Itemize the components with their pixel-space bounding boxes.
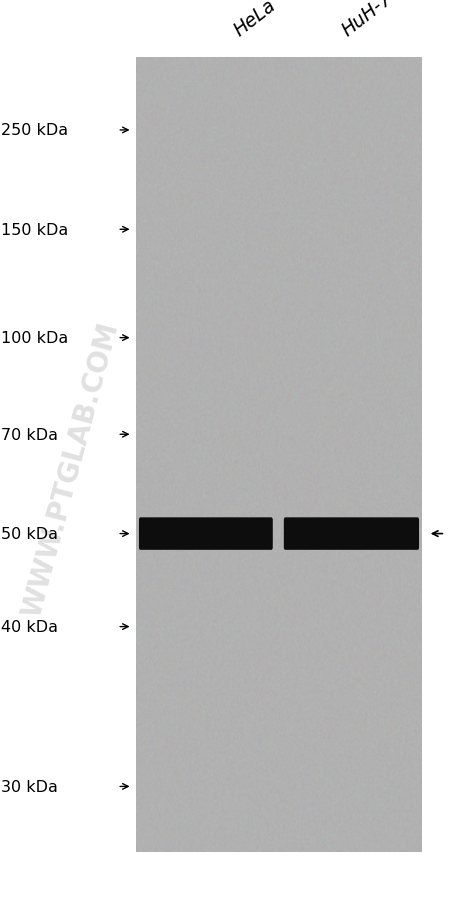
- Text: HuH-7: HuH-7: [337, 0, 395, 41]
- FancyBboxPatch shape: [283, 518, 418, 550]
- Text: 70 kDa: 70 kDa: [1, 428, 58, 442]
- Text: 40 kDa: 40 kDa: [1, 620, 58, 634]
- Text: 150 kDa: 150 kDa: [1, 223, 68, 237]
- FancyBboxPatch shape: [139, 518, 272, 550]
- Text: HeLa: HeLa: [230, 0, 279, 41]
- Text: WWW.PTGLAB.COM: WWW.PTGLAB.COM: [18, 318, 124, 620]
- Text: 100 kDa: 100 kDa: [1, 331, 68, 345]
- Text: 30 kDa: 30 kDa: [1, 779, 58, 794]
- Text: 250 kDa: 250 kDa: [1, 124, 68, 138]
- Text: 50 kDa: 50 kDa: [1, 527, 58, 541]
